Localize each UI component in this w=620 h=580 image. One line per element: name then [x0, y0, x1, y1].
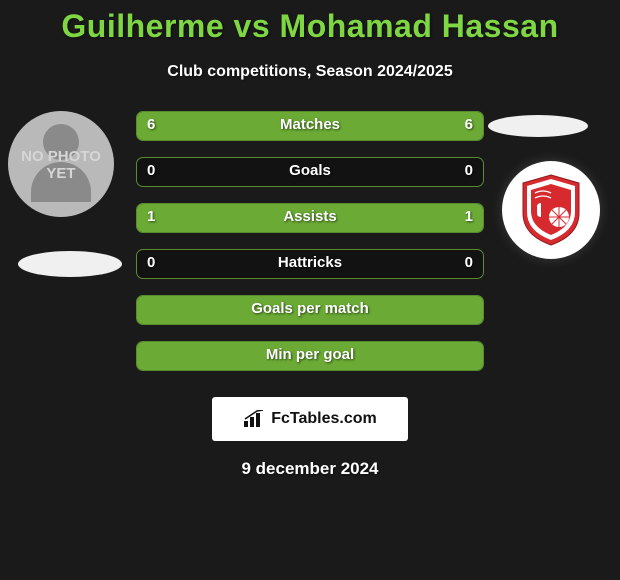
- stat-row: 00Hattricks: [136, 249, 484, 279]
- stat-label: Hattricks: [137, 254, 483, 271]
- stat-bars: 66Matches 00Goals 11Assists 00Hattricks Goal…: [136, 111, 484, 387]
- brand-badge[interactable]: FcTables.com: [212, 397, 408, 441]
- subtitle: Club competitions, Season 2024/2025: [0, 63, 620, 81]
- page-title: Guilherme vs Mohamad Hassan: [0, 0, 620, 45]
- player-left-flag: [18, 251, 122, 277]
- date-text: 9 december 2024: [0, 459, 620, 479]
- comparison-area: NO PHOTO YET 66Matches 00Goals 11Assists 00…: [0, 111, 620, 391]
- stat-row: 00Goals: [136, 157, 484, 187]
- club-crest-icon: [519, 173, 583, 247]
- brand-text: FcTables.com: [271, 410, 377, 428]
- player-right-badge: [502, 161, 600, 259]
- stat-row: Goals per match: [136, 295, 484, 325]
- stat-row: 66Matches: [136, 111, 484, 141]
- stat-row: 11Assists: [136, 203, 484, 233]
- stat-label: Matches: [137, 116, 483, 133]
- brand-chart-icon: [243, 410, 265, 428]
- stat-label: Min per goal: [137, 346, 483, 363]
- avatar-text-line1: NO PHOTO: [21, 148, 101, 165]
- avatar-placeholder-text: NO PHOTO YET: [8, 149, 114, 182]
- stat-label: Assists: [137, 208, 483, 225]
- avatar-text-line2: YET: [46, 165, 75, 182]
- player-right-flag: [488, 115, 588, 137]
- stat-label: Goals per match: [137, 300, 483, 317]
- player-left-avatar: NO PHOTO YET: [8, 111, 114, 217]
- stat-row: Min per goal: [136, 341, 484, 371]
- stat-label: Goals: [137, 162, 483, 179]
